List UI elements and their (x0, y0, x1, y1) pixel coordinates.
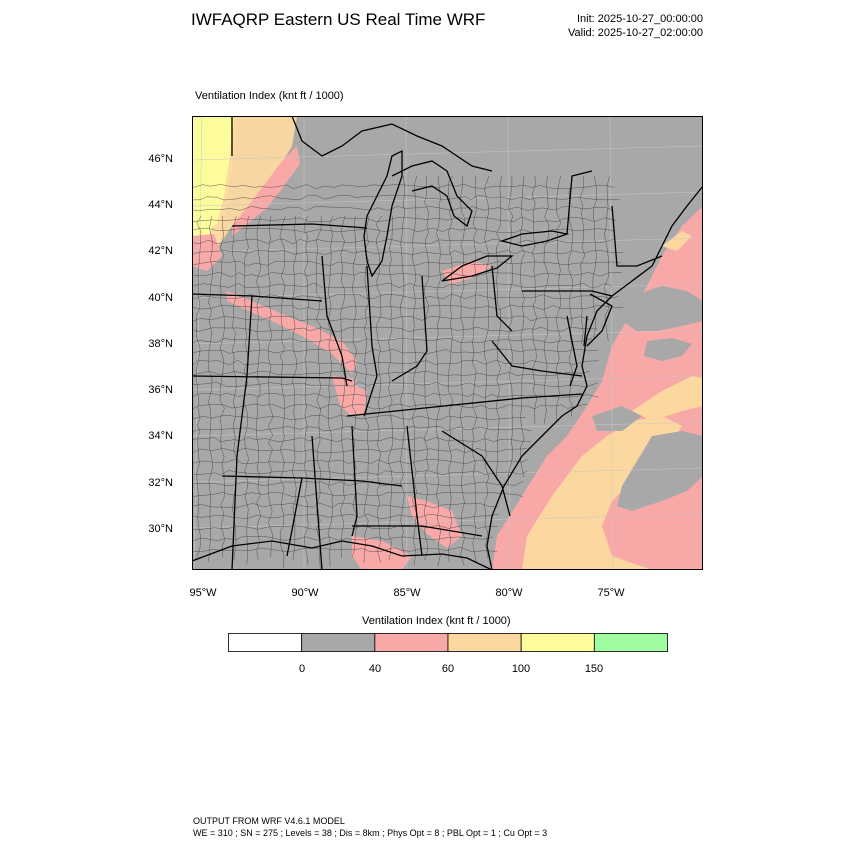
footer-settings: WE = 310 ; SN = 275 ; Levels = 38 ; Dis … (193, 828, 548, 838)
fill-gray-atlantic-blob-3 (617, 431, 703, 511)
lon-label: 80°W (495, 587, 523, 599)
colorbar-label: 60 (441, 663, 455, 675)
fill-pink-georgia (407, 496, 462, 548)
fill-gray-atlantic-blob-2 (644, 338, 692, 361)
ventilation-index-map (192, 116, 703, 570)
lat-label: 36°N (148, 384, 173, 396)
lon-label: 95°W (189, 587, 217, 599)
fill-pink-gulf (352, 536, 412, 570)
lat-label: 30°N (148, 523, 173, 535)
colorbar-label: 100 (511, 663, 531, 675)
colorbar-swatch (374, 633, 449, 652)
fill-pink-northwest (232, 146, 300, 236)
valid-time: Valid: 2025-10-27_02:00:00 (568, 27, 703, 39)
colorbar-swatch (447, 633, 522, 652)
lat-label: 46°N (148, 153, 173, 165)
map-frame (192, 116, 703, 570)
lat-label: 38°N (148, 338, 173, 350)
lon-label: 75°W (597, 587, 625, 599)
footer-model: OUTPUT FROM WRF V4.6.1 MODEL (193, 816, 345, 826)
lat-label: 40°N (148, 292, 173, 304)
colorbar-swatch (228, 633, 303, 652)
colorbar-label: 150 (584, 663, 604, 675)
lon-label: 85°W (393, 587, 421, 599)
colorbar-title: Ventilation Index (knt ft / 1000) (362, 615, 511, 627)
lon-label: 90°W (291, 587, 319, 599)
fill-tan-atlantic-east (632, 376, 703, 421)
init-time: Init: 2025-10-27_00:00:00 (577, 13, 703, 25)
lat-label: 42°N (148, 245, 173, 257)
lat-label: 44°N (148, 199, 173, 211)
fill-pink-west-band (227, 291, 357, 374)
state-boundaries (192, 116, 703, 570)
plot-title: IWFAQRP Eastern US Real Time WRF (191, 10, 486, 29)
colorbar-swatch (520, 633, 595, 652)
field-label: Ventilation Index (knt ft / 1000) (195, 90, 344, 102)
fill-pink-tennessee (352, 384, 367, 416)
fill-yellow-northwest-2 (192, 116, 232, 236)
colorbar-swatch (593, 633, 668, 652)
lat-label: 32°N (148, 477, 173, 489)
fill-tan-cape-cod (662, 231, 692, 251)
lat-label: 34°N (148, 430, 173, 442)
fill-gray-atlantic-blob-1 (622, 286, 703, 331)
graticule (192, 116, 703, 570)
fill-pink-erie (442, 261, 492, 284)
colorbar-label: 40 (368, 663, 382, 675)
colorbar-swatch (301, 633, 376, 652)
colorbar (228, 633, 668, 652)
fill-tan-northwest (192, 116, 297, 266)
colorbar-label: 0 (298, 663, 306, 675)
